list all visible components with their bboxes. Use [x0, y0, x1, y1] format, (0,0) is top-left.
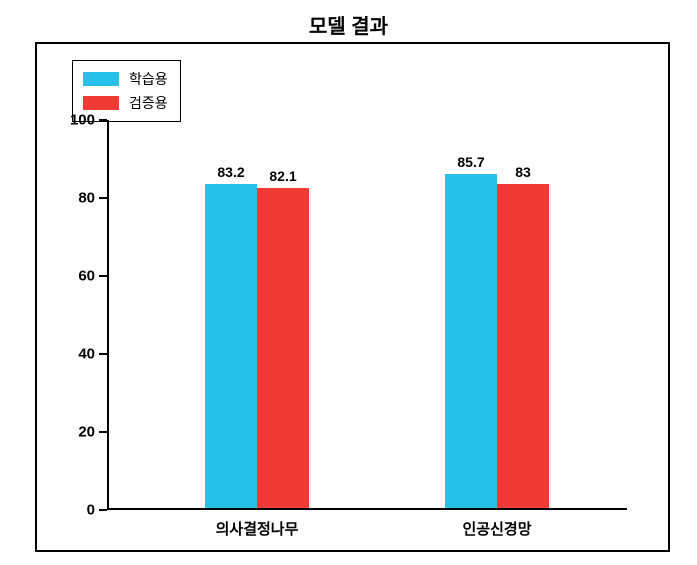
bar-value-label: 83.2: [217, 164, 244, 180]
y-tick-label: 60: [78, 268, 95, 285]
y-tick: [99, 119, 107, 121]
legend-label: 검증용: [129, 93, 168, 113]
legend-swatch: [83, 96, 119, 110]
bar: 82.1: [257, 188, 309, 508]
y-tick: [99, 431, 107, 433]
bar: 85.7: [445, 174, 497, 508]
bar: 83: [497, 184, 549, 508]
legend-label: 학습용: [129, 69, 168, 89]
x-category-label: 인공신경망: [462, 518, 531, 539]
chart-frame: 학습용 검증용 020406080100 83.282.185.783 의사결정…: [35, 42, 670, 552]
y-tick-label: 80: [78, 190, 95, 207]
legend-item: 검증용: [83, 91, 168, 115]
bar-value-label: 85.7: [457, 154, 484, 170]
bar-value-label: 83: [515, 164, 531, 180]
legend-item: 학습용: [83, 67, 168, 91]
y-tick: [99, 509, 107, 511]
y-tick: [99, 353, 107, 355]
y-tick: [99, 275, 107, 277]
y-axis: [107, 120, 109, 510]
y-tick-label: 40: [78, 346, 95, 363]
y-tick-label: 20: [78, 424, 95, 441]
y-tick: [99, 197, 107, 199]
y-tick-label: 0: [87, 502, 95, 519]
x-axis: [107, 508, 627, 510]
legend-swatch: [83, 72, 119, 86]
plot-area: 020406080100 83.282.185.783 의사결정나무인공신경망: [107, 120, 627, 510]
bar: 83.2: [205, 184, 257, 508]
y-tick-label: 100: [70, 112, 95, 129]
x-category-label: 의사결정나무: [216, 518, 299, 539]
bar-value-label: 82.1: [269, 168, 296, 184]
chart-title: 모델 결과: [0, 0, 697, 45]
